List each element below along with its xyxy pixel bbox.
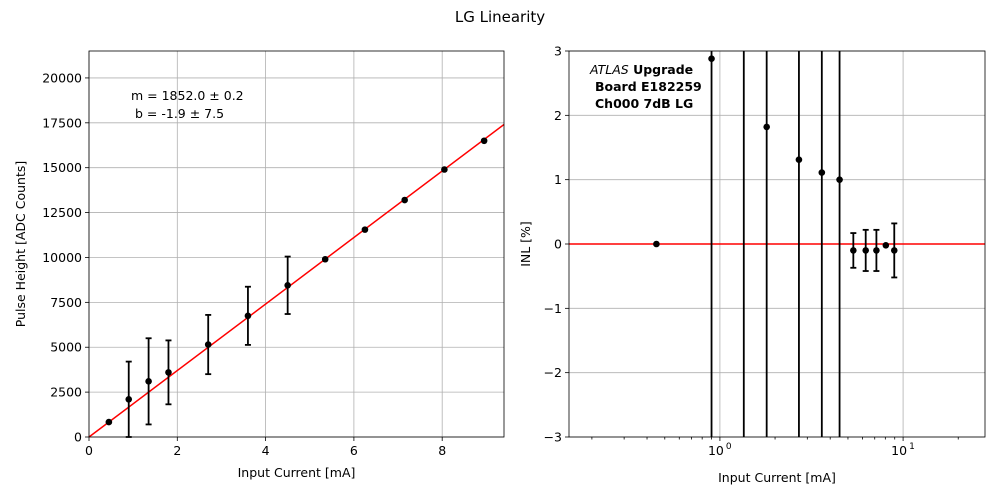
linearity-chart: 0 2 4 6 8 0 2500 5000 7500 10000 12500 15000 17500 20… xyxy=(13,50,505,480)
y-tick-label: 10000 xyxy=(42,250,82,265)
y-tick-label: 0 xyxy=(554,237,562,252)
x-tick-exponent: 1 xyxy=(909,442,915,452)
x-tick-label: 8 xyxy=(438,443,446,458)
x-axis-label: Input Current [mA] xyxy=(718,470,836,485)
y-tick-label: 2500 xyxy=(50,385,82,400)
data-point xyxy=(795,156,803,164)
figure-title: LG Linearity xyxy=(455,8,545,26)
fit-line xyxy=(88,123,505,438)
y-tick-label: 7500 xyxy=(50,295,82,310)
y-tick-label: 1 xyxy=(554,172,562,187)
y-tick-label: −2 xyxy=(544,365,562,380)
fit-intercept-annotation: b = -1.9 ± 7.5 xyxy=(135,106,224,121)
atlas-upgrade-label: ATLAS Upgrade xyxy=(589,62,693,77)
data-point xyxy=(763,123,770,131)
x-tick-label: 4 xyxy=(262,443,270,458)
data-point xyxy=(653,240,660,248)
y-axis-label: Pulse Height [ADC Counts] xyxy=(13,161,28,327)
data-point xyxy=(480,137,488,145)
y-tick-label: 2 xyxy=(554,108,562,123)
data-point xyxy=(708,55,715,63)
data-point xyxy=(284,281,291,289)
data-point xyxy=(105,418,113,426)
x-tick-label: 0 xyxy=(85,443,93,458)
data-point xyxy=(850,247,857,254)
board-label: Board E182259 xyxy=(595,79,702,94)
data-point xyxy=(441,166,448,173)
data-point xyxy=(836,176,843,183)
data-point xyxy=(862,247,870,254)
upgrade-label: Upgrade xyxy=(629,62,693,77)
fit-line-path xyxy=(88,123,505,438)
data-point xyxy=(401,196,408,204)
y-tick-label: −3 xyxy=(544,430,562,445)
data-point xyxy=(818,169,826,176)
data-point xyxy=(244,312,252,320)
x-tick-label: 10 xyxy=(708,443,724,458)
channel-label: Ch000 7dB LG xyxy=(595,96,693,111)
data-point xyxy=(882,241,890,249)
y-tick-label: 17500 xyxy=(42,115,82,130)
data-point xyxy=(145,378,152,385)
x-tick-label: 10 xyxy=(891,443,907,458)
x-axis-label: Input Current [mA] xyxy=(238,465,356,480)
y-tick-label: −1 xyxy=(544,301,562,316)
y-tick-label: 15000 xyxy=(42,160,82,175)
y-tick-label: 12500 xyxy=(42,205,82,220)
data-point xyxy=(204,341,212,348)
x-tick-exponent: 0 xyxy=(726,442,732,452)
data-point xyxy=(873,247,880,254)
y-tick-label: 3 xyxy=(554,44,562,59)
data-point xyxy=(125,395,133,403)
data-point xyxy=(321,255,329,263)
data-point xyxy=(361,226,369,233)
x-tick-label: 6 xyxy=(350,443,358,458)
y-tick-label: 0 xyxy=(74,430,82,445)
axes-frame xyxy=(88,50,505,438)
y-axis-label: INL [%] xyxy=(518,221,533,267)
atlas-label: ATLAS xyxy=(589,62,629,77)
data-point xyxy=(165,369,172,376)
fit-slope-annotation: m = 1852.0 ± 0.2 xyxy=(131,88,244,103)
data-points xyxy=(653,51,898,437)
data-point xyxy=(890,247,898,254)
tick-marks: 0 2 4 6 8 0 2500 5000 7500 10000 12500 15000 17500 20… xyxy=(42,70,446,458)
data-points xyxy=(105,137,488,438)
y-tick-label: 5000 xyxy=(50,340,82,355)
x-tick-label: 2 xyxy=(173,443,181,458)
y-tick-label: 20000 xyxy=(42,70,82,85)
